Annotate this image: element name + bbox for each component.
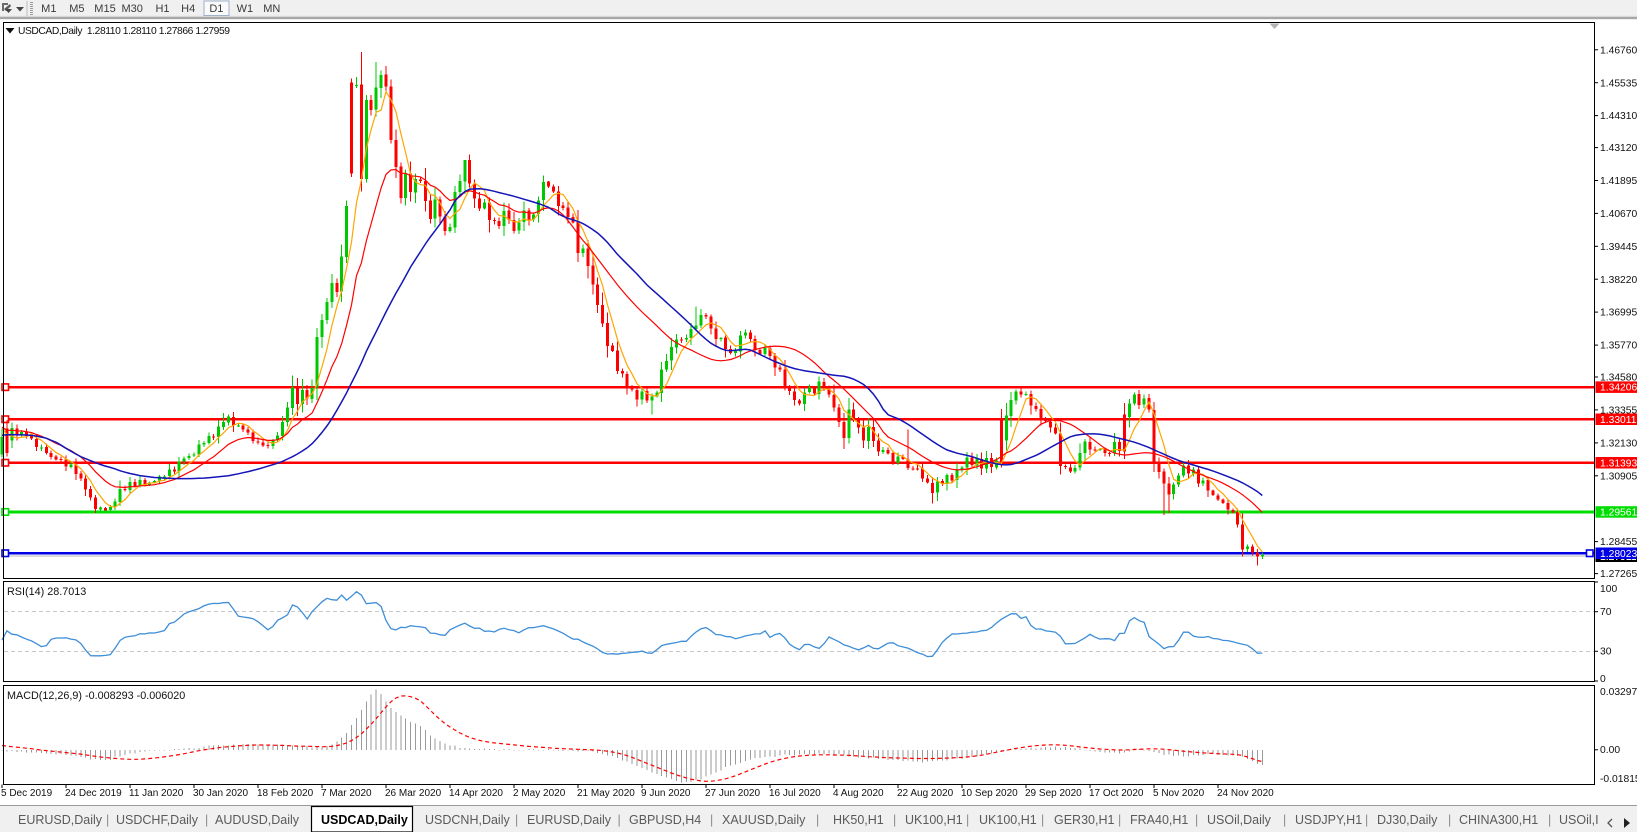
- svg-text:USDCHF,Daily: USDCHF,Daily: [116, 813, 199, 827]
- svg-text:1.32130: 1.32130: [1600, 439, 1637, 450]
- svg-text:UK100,H1: UK100,H1: [979, 813, 1037, 827]
- svg-text:1.43120: 1.43120: [1600, 143, 1637, 154]
- svg-text:1.46760: 1.46760: [1600, 45, 1637, 56]
- svg-text:AUDUSD,Daily: AUDUSD,Daily: [215, 813, 300, 827]
- svg-text:1.35770: 1.35770: [1600, 341, 1637, 352]
- svg-text:M1: M1: [41, 3, 56, 15]
- svg-text:|: |: [816, 813, 819, 827]
- svg-text:USDCAD,Daily 1.28110 1.28110: USDCAD,Daily 1.28110 1.28110 1.27866 1.2…: [18, 26, 230, 37]
- svg-text:M5: M5: [69, 3, 84, 15]
- svg-text:1.38220: 1.38220: [1600, 275, 1637, 286]
- svg-text:USDJPY,H1: USDJPY,H1: [1295, 813, 1362, 827]
- svg-text:1.29561: 1.29561: [1600, 508, 1637, 519]
- svg-text:4 Aug 2020: 4 Aug 2020: [833, 788, 884, 799]
- svg-text:100: 100: [1600, 584, 1617, 595]
- svg-text:|: |: [1195, 813, 1198, 827]
- svg-text:GER30,H1: GER30,H1: [1054, 813, 1114, 827]
- svg-text:17 Oct 2020: 17 Oct 2020: [1089, 788, 1144, 799]
- svg-text:-0.018154: -0.018154: [1600, 774, 1637, 785]
- svg-text:|: |: [515, 813, 518, 827]
- svg-text:1.31393: 1.31393: [1600, 458, 1637, 469]
- svg-text:USOil,I: USOil,I: [1559, 813, 1599, 827]
- svg-text:H4: H4: [181, 3, 195, 15]
- svg-text:|: |: [893, 813, 896, 827]
- svg-text:D1: D1: [209, 3, 223, 15]
- svg-text:MN: MN: [263, 3, 280, 15]
- svg-text:EURUSD,Daily: EURUSD,Daily: [527, 813, 612, 827]
- svg-text:1.28455: 1.28455: [1600, 537, 1637, 548]
- svg-text:16 Jul 2020: 16 Jul 2020: [769, 788, 821, 799]
- svg-text:UK100,H1: UK100,H1: [905, 813, 963, 827]
- svg-text:24 Dec 2019: 24 Dec 2019: [65, 788, 122, 799]
- svg-text:1.33011: 1.33011: [1600, 415, 1637, 426]
- svg-text:1.40670: 1.40670: [1600, 209, 1637, 220]
- svg-text:14 Apr 2020: 14 Apr 2020: [449, 788, 503, 799]
- svg-text:1.36995: 1.36995: [1600, 308, 1637, 319]
- svg-text:W1: W1: [237, 3, 254, 15]
- svg-text:|: |: [106, 813, 109, 827]
- svg-text:|: |: [618, 813, 621, 827]
- svg-text:USOil,Daily: USOil,Daily: [1207, 813, 1272, 827]
- svg-text:|: |: [205, 813, 208, 827]
- svg-text:|: |: [1041, 813, 1044, 827]
- svg-text:HK50,H1: HK50,H1: [833, 813, 884, 827]
- svg-text:5 Dec 2019: 5 Dec 2019: [1, 788, 53, 799]
- svg-text:USDCNH,Daily: USDCNH,Daily: [425, 813, 510, 827]
- svg-text:1.41895: 1.41895: [1600, 176, 1637, 187]
- svg-text:|: |: [1283, 813, 1286, 827]
- svg-text:70: 70: [1600, 607, 1612, 618]
- svg-text:0: 0: [1600, 674, 1606, 685]
- svg-text:H1: H1: [155, 3, 169, 15]
- svg-text:1.44310: 1.44310: [1600, 111, 1637, 122]
- svg-text:|: |: [1548, 813, 1551, 827]
- svg-text:USDCAD,Daily: USDCAD,Daily: [321, 813, 408, 827]
- svg-text:EURUSD,Daily: EURUSD,Daily: [18, 813, 103, 827]
- svg-text:7 Mar 2020: 7 Mar 2020: [321, 788, 372, 799]
- svg-text:|: |: [1448, 813, 1451, 827]
- svg-text:30: 30: [1600, 647, 1612, 658]
- svg-text:MACD(12,26,9) -0.008293 -0.006: MACD(12,26,9) -0.008293 -0.006020: [7, 690, 185, 702]
- svg-text:2 May 2020: 2 May 2020: [513, 788, 566, 799]
- svg-text:5 Nov 2020: 5 Nov 2020: [1153, 788, 1205, 799]
- svg-text:30 Jan 2020: 30 Jan 2020: [193, 788, 248, 799]
- svg-text:22 Aug 2020: 22 Aug 2020: [897, 788, 954, 799]
- svg-text:27 Jun 2020: 27 Jun 2020: [705, 788, 760, 799]
- svg-text:GBPUSD,H4: GBPUSD,H4: [629, 813, 701, 827]
- svg-text:1.28023: 1.28023: [1600, 549, 1637, 560]
- svg-text:|: |: [710, 813, 713, 827]
- svg-text:FRA40,H1: FRA40,H1: [1130, 813, 1188, 827]
- svg-text:10 Sep 2020: 10 Sep 2020: [961, 788, 1018, 799]
- svg-text:0.00: 0.00: [1600, 745, 1620, 756]
- svg-text:1.27265: 1.27265: [1600, 569, 1637, 580]
- svg-text:|: |: [966, 813, 969, 827]
- svg-text:1.39445: 1.39445: [1600, 242, 1637, 253]
- svg-text:11 Jan 2020: 11 Jan 2020: [129, 788, 184, 799]
- svg-text:1.30905: 1.30905: [1600, 471, 1637, 482]
- svg-text:|: |: [1365, 813, 1368, 827]
- svg-text:1.45535: 1.45535: [1600, 78, 1637, 89]
- svg-text:21 May 2020: 21 May 2020: [577, 788, 635, 799]
- svg-text:M30: M30: [121, 3, 142, 15]
- svg-text:RSI(14) 28.7013: RSI(14) 28.7013: [7, 586, 86, 598]
- svg-text:CHINA300,H1: CHINA300,H1: [1459, 813, 1538, 827]
- svg-text:18 Feb 2020: 18 Feb 2020: [257, 788, 314, 799]
- svg-text:0.032972: 0.032972: [1600, 687, 1637, 698]
- svg-text:XAUUSD,Daily: XAUUSD,Daily: [722, 813, 806, 827]
- svg-text:M15: M15: [94, 3, 115, 15]
- svg-text:29 Sep 2020: 29 Sep 2020: [1025, 788, 1082, 799]
- svg-text:DJ30,Daily: DJ30,Daily: [1377, 813, 1438, 827]
- svg-text:9 Jun 2020: 9 Jun 2020: [641, 788, 691, 799]
- svg-text:26 Mar 2020: 26 Mar 2020: [385, 788, 442, 799]
- svg-text:24 Nov 2020: 24 Nov 2020: [1217, 788, 1274, 799]
- svg-text:1.34206: 1.34206: [1600, 383, 1637, 394]
- svg-text:|: |: [1118, 813, 1121, 827]
